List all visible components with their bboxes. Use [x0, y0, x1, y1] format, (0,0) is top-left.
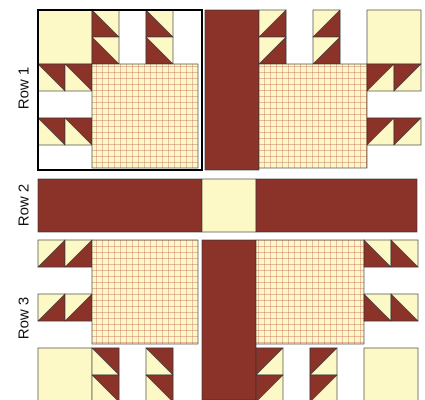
- r3-left-corner-bl: [37, 347, 93, 400]
- r1-left-center-panel: [91, 63, 199, 169]
- row-label-3: Row 3: [15, 296, 33, 340]
- r3-right-paw-bottom-4: [309, 374, 338, 400]
- r1-left-block-selection: [37, 9, 203, 171]
- r3-right-paw-bottom-1: [255, 347, 284, 376]
- r3-right-paw-side-4: [390, 293, 419, 322]
- r3-left-paw-bottom-1: [91, 347, 120, 376]
- r3-right-paw-side-1: [363, 239, 392, 268]
- r3-left-center-panel: [91, 239, 199, 345]
- r3-left-paw-bottom-4: [145, 374, 174, 400]
- r1-sashing-strip: [204, 9, 260, 171]
- r3-right-corner-br: [363, 347, 419, 400]
- r2-sashing-right: [255, 178, 418, 233]
- r1-right-center-panel: [258, 63, 368, 169]
- row-label-2: Row 2: [15, 183, 33, 227]
- r3-left-paw-bottom-3: [145, 347, 174, 376]
- r1-right-paw-side-4: [393, 117, 422, 146]
- r1-right-corner-tr: [366, 9, 422, 65]
- r2-cornerstone: [201, 178, 257, 233]
- r3-left-paw-bottom-2: [91, 374, 120, 400]
- r2-sashing-left: [37, 178, 203, 233]
- row-label-1: Row 1: [15, 66, 33, 110]
- r3-right-center-panel: [255, 239, 365, 345]
- r1-right-paw-side-2: [393, 63, 422, 92]
- r3-right-paw-bottom-2: [255, 374, 284, 400]
- r3-right-paw-side-2: [390, 239, 419, 268]
- r1-left-corner-tl: [37, 9, 93, 65]
- r3-right-paw-bottom-3: [309, 347, 338, 376]
- r3-sashing-strip: [201, 239, 257, 400]
- r3-right-paw-side-3: [363, 293, 392, 322]
